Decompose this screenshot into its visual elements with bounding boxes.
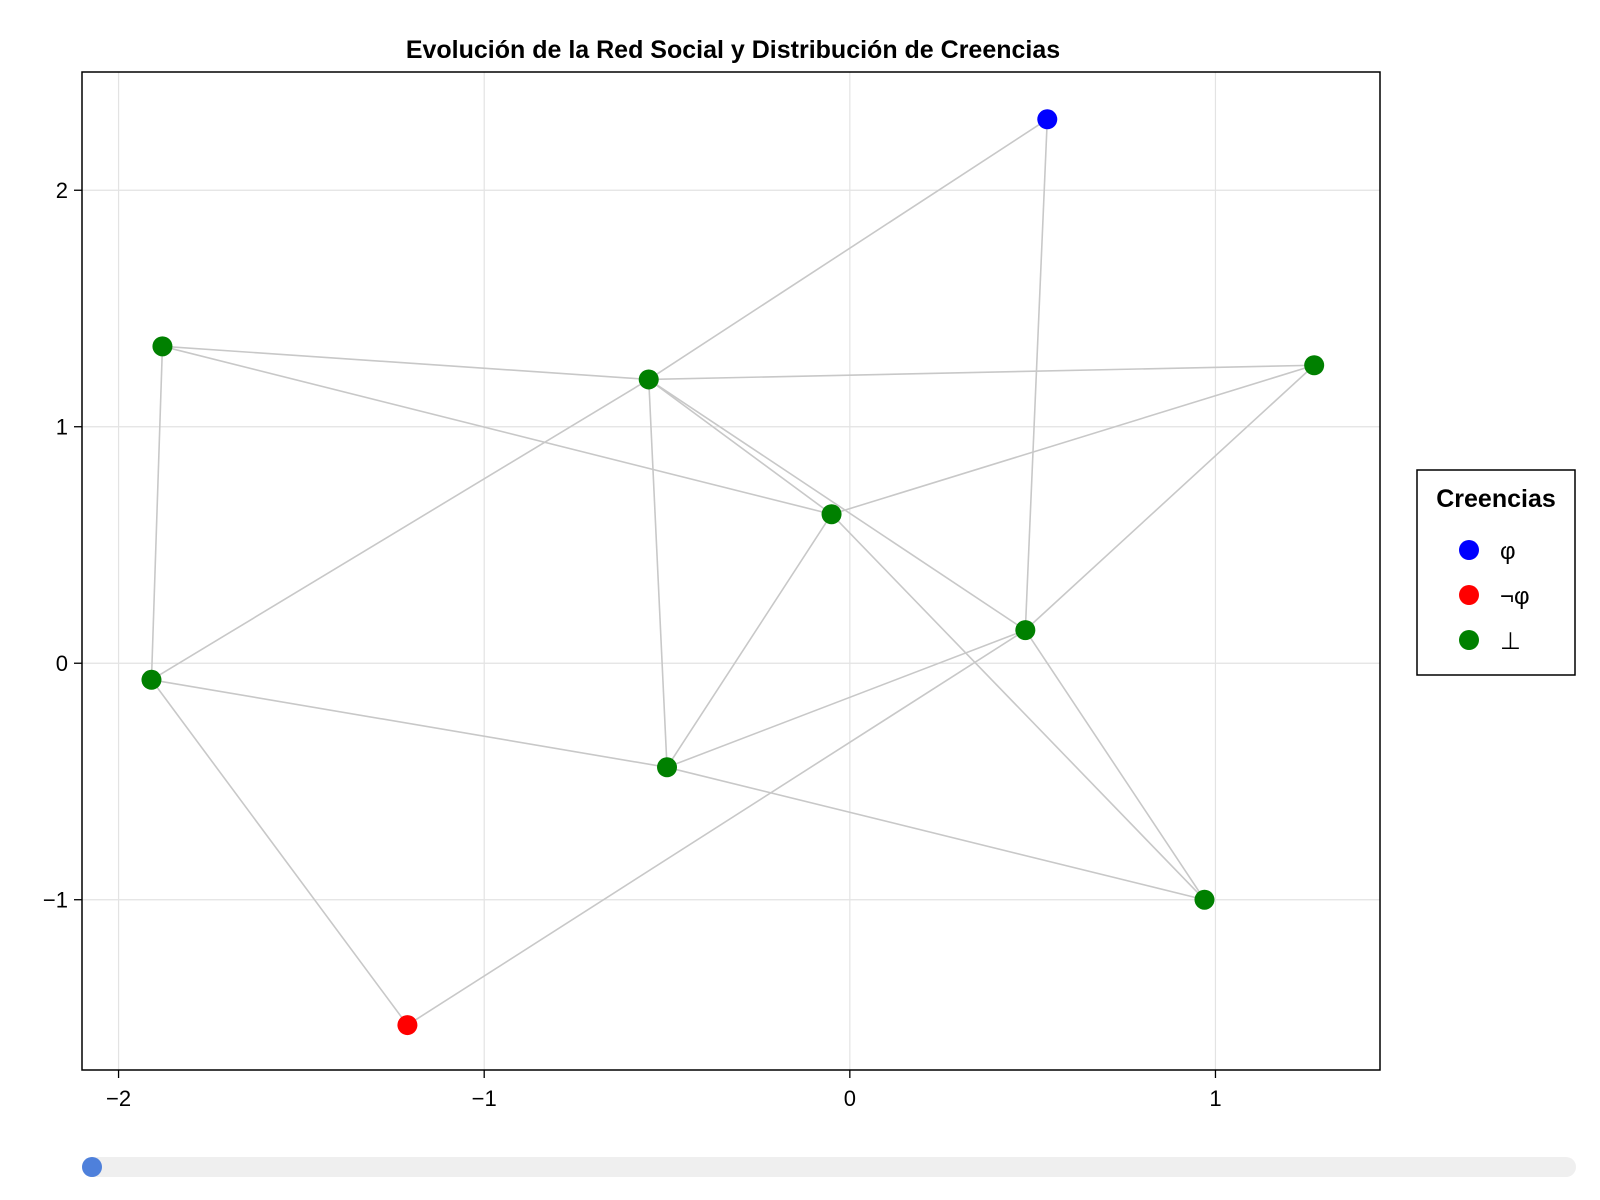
network-edge (648, 378, 1026, 631)
network-edge (151, 678, 668, 769)
legend-title: Creencias (1436, 485, 1556, 513)
plot-frame (81, 71, 1381, 1071)
network-node (1304, 355, 1325, 376)
legend-box (1416, 469, 1576, 676)
x-tick-label: 1 (1209, 1086, 1221, 1111)
network-edge (1024, 119, 1049, 631)
network-node (1015, 620, 1036, 641)
plot-area (82, 72, 1380, 1070)
network-node (638, 369, 659, 390)
network-edge (1024, 629, 1206, 901)
x-tick-label: −1 (472, 1086, 497, 1111)
legend: Creencias φ ¬φ ⊥ (1416, 469, 1576, 676)
legend-label: φ (1500, 538, 1516, 565)
y-tick-label: 1 (56, 415, 68, 440)
network-edge (830, 513, 1206, 901)
grid (82, 72, 1380, 1070)
network-edge (648, 364, 1315, 381)
network-edge (150, 346, 164, 680)
axis-ticks: −2 −1 0 1 −1 0 1 2 (43, 178, 1222, 1111)
network-edge (666, 629, 1026, 769)
network-edge (647, 379, 668, 768)
legend-label: ⊥ (1500, 628, 1521, 655)
chart-title: Evolución de la Red Social y Distribució… (406, 36, 1060, 64)
legend-label: ¬φ (1500, 583, 1530, 610)
time-slider-track[interactable] (82, 1157, 1576, 1177)
network-node (397, 1015, 418, 1036)
network-edge (1024, 364, 1315, 631)
y-tick-label: 0 (56, 651, 68, 676)
edges (150, 118, 1315, 1026)
x-tick-label: −2 (106, 1086, 131, 1111)
time-slider-handle[interactable] (82, 1157, 102, 1177)
network-edge (150, 679, 409, 1026)
network-edge (831, 364, 1315, 516)
legend-entries: φ ¬φ ⊥ (1459, 538, 1530, 655)
network-edge (648, 378, 833, 515)
network-edge (666, 513, 833, 768)
network-node (821, 504, 842, 525)
legend-marker (1459, 630, 1479, 650)
x-tick-label: 0 (844, 1086, 856, 1111)
network-node (1194, 889, 1215, 910)
network-edge (162, 345, 832, 516)
network-node (141, 669, 162, 690)
network-edge (406, 629, 1026, 1026)
y-tick-label: 2 (56, 178, 68, 203)
network-node (1037, 109, 1058, 130)
nodes (141, 109, 1325, 1036)
network-node (657, 757, 678, 778)
network-edge (151, 378, 650, 681)
network-edge (648, 118, 1048, 381)
legend-marker (1459, 585, 1479, 605)
legend-marker (1459, 540, 1479, 560)
y-tick-label: −1 (43, 888, 68, 913)
network-edge (666, 766, 1205, 901)
network-node (152, 336, 173, 357)
network-edge (162, 345, 649, 381)
